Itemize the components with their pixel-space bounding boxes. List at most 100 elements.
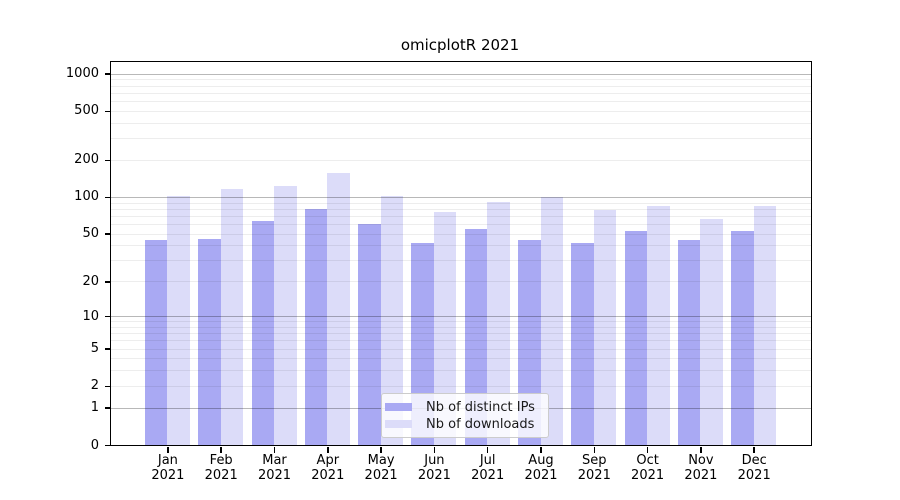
y-tick	[105, 73, 111, 75]
x-tick-label-jul: Jul 2021	[460, 453, 516, 483]
x-tick	[433, 447, 436, 453]
y-tick-label: 2	[90, 378, 99, 394]
legend-label-downloads: Nb of downloads	[426, 416, 535, 432]
bar-downloads-mar	[274, 186, 297, 445]
y-tick-label: 1	[90, 400, 99, 416]
minor-gridline	[111, 110, 811, 112]
x-tick	[593, 447, 596, 453]
x-tick-label-mar: Mar 2021	[247, 453, 303, 483]
x-tick-label-year: 2021	[471, 468, 505, 483]
minor-gridline	[111, 122, 811, 124]
minor-gridline	[111, 340, 811, 342]
grid-layer	[111, 62, 811, 445]
x-tick	[220, 447, 222, 453]
chart-title: omicplotR 2021	[400, 36, 520, 54]
bar-distinct-ips-apr	[304, 208, 328, 445]
x-tick-label-apr: Apr 2021	[300, 453, 356, 483]
minor-gridline	[111, 101, 811, 103]
legend-label-distinct-ips: Nb of distinct IPs	[426, 399, 535, 415]
y-tick	[105, 385, 111, 388]
x-tick	[646, 447, 649, 453]
legend: Nb of distinct IPs Nb of downloads	[381, 393, 549, 438]
bar-downloads-jul	[487, 201, 510, 445]
y-tick	[105, 159, 111, 162]
major-gridline	[111, 73, 811, 75]
bar-distinct-ips-jul	[464, 228, 488, 445]
y-tick	[105, 444, 111, 447]
y-tick-label: 1000	[65, 66, 99, 82]
minor-gridline	[111, 224, 811, 225]
plot-area: Nb of distinct IPs Nb of downloads	[110, 61, 812, 446]
y-tick-label: 10	[82, 308, 99, 324]
minor-gridline	[111, 159, 811, 161]
legend-swatch-downloads	[385, 419, 412, 429]
y-tick	[105, 281, 111, 283]
y-tick-label: 5	[90, 341, 99, 357]
x-tick	[380, 447, 382, 453]
x-tick	[753, 447, 755, 453]
y-tick-label: 20	[82, 273, 99, 289]
minor-gridline	[111, 385, 811, 387]
bar-downloads-jan	[167, 195, 190, 445]
x-tick-label-nov: Nov 2021	[673, 453, 729, 483]
y-tick-label: 50	[82, 226, 99, 242]
bar-distinct-ips-mar	[251, 221, 274, 445]
minor-gridline	[111, 233, 811, 235]
x-tick-label-year: 2021	[737, 468, 771, 483]
y-tick	[105, 407, 111, 409]
x-tick-label-year: 2021	[364, 468, 398, 483]
x-tick-label-year: 2021	[631, 468, 665, 483]
minor-gridline	[111, 245, 811, 247]
x-tick-label-jun: Jun 2021	[406, 453, 462, 483]
minor-gridline	[111, 215, 811, 217]
x-tick-label-jan: Jan 2021	[140, 453, 196, 483]
bar-downloads-jun	[433, 211, 457, 445]
legend-swatch-distinct-ips	[385, 402, 412, 412]
x-tick-label-aug: Aug 2021	[513, 453, 569, 483]
x-tick	[540, 447, 542, 453]
bar-downloads-apr	[327, 173, 350, 445]
x-tick-label-sep: Sep 2021	[566, 453, 622, 483]
bar-downloads-feb	[220, 189, 244, 445]
minor-gridline	[111, 85, 811, 87]
x-tick-label-year: 2021	[311, 468, 345, 483]
legend-item-distinct-ips: Nb of distinct IPs	[385, 399, 540, 415]
minor-gridline	[111, 92, 811, 94]
y-tick	[105, 196, 111, 199]
minor-gridline	[111, 208, 811, 210]
y-tick	[105, 315, 111, 318]
x-tick-label-year: 2021	[257, 468, 292, 483]
bar-downloads-may	[380, 196, 404, 445]
bar-distinct-ips-jan	[144, 240, 168, 445]
x-tick-label-year: 2021	[684, 468, 718, 483]
minor-gridline	[111, 348, 811, 350]
x-tick	[167, 447, 169, 453]
bar-downloads-dec	[753, 205, 777, 445]
x-tick-label-year: 2021	[151, 468, 185, 483]
bar-distinct-ips-sep	[571, 242, 594, 445]
y-tick-label: 100	[74, 189, 99, 205]
y-tick-label: 0	[90, 437, 99, 453]
minor-gridline	[111, 321, 811, 323]
bar-distinct-ips-oct	[624, 230, 648, 445]
minor-gridline	[111, 358, 811, 360]
minor-gridline	[111, 260, 811, 262]
minor-gridline	[111, 326, 811, 328]
bar-distinct-ips-dec	[731, 230, 754, 445]
minor-gridline	[111, 370, 811, 372]
x-tick-label-year: 2021	[524, 468, 558, 483]
x-tick-label-year: 2021	[204, 468, 238, 483]
x-tick-label-may: May 2021	[353, 453, 409, 483]
bar-distinct-ips-nov	[677, 240, 701, 445]
bar-downloads-nov	[700, 218, 723, 445]
x-tick	[700, 447, 702, 453]
y-tick	[105, 348, 111, 350]
legend-item-downloads: Nb of downloads	[385, 416, 540, 432]
bar-distinct-ips-may	[358, 224, 381, 445]
minor-gridline	[111, 202, 811, 204]
x-tick-label-dec: Dec 2021	[726, 453, 782, 483]
major-gridline	[111, 196, 811, 198]
bar-distinct-ips-feb	[198, 239, 221, 445]
minor-gridline	[111, 281, 811, 283]
